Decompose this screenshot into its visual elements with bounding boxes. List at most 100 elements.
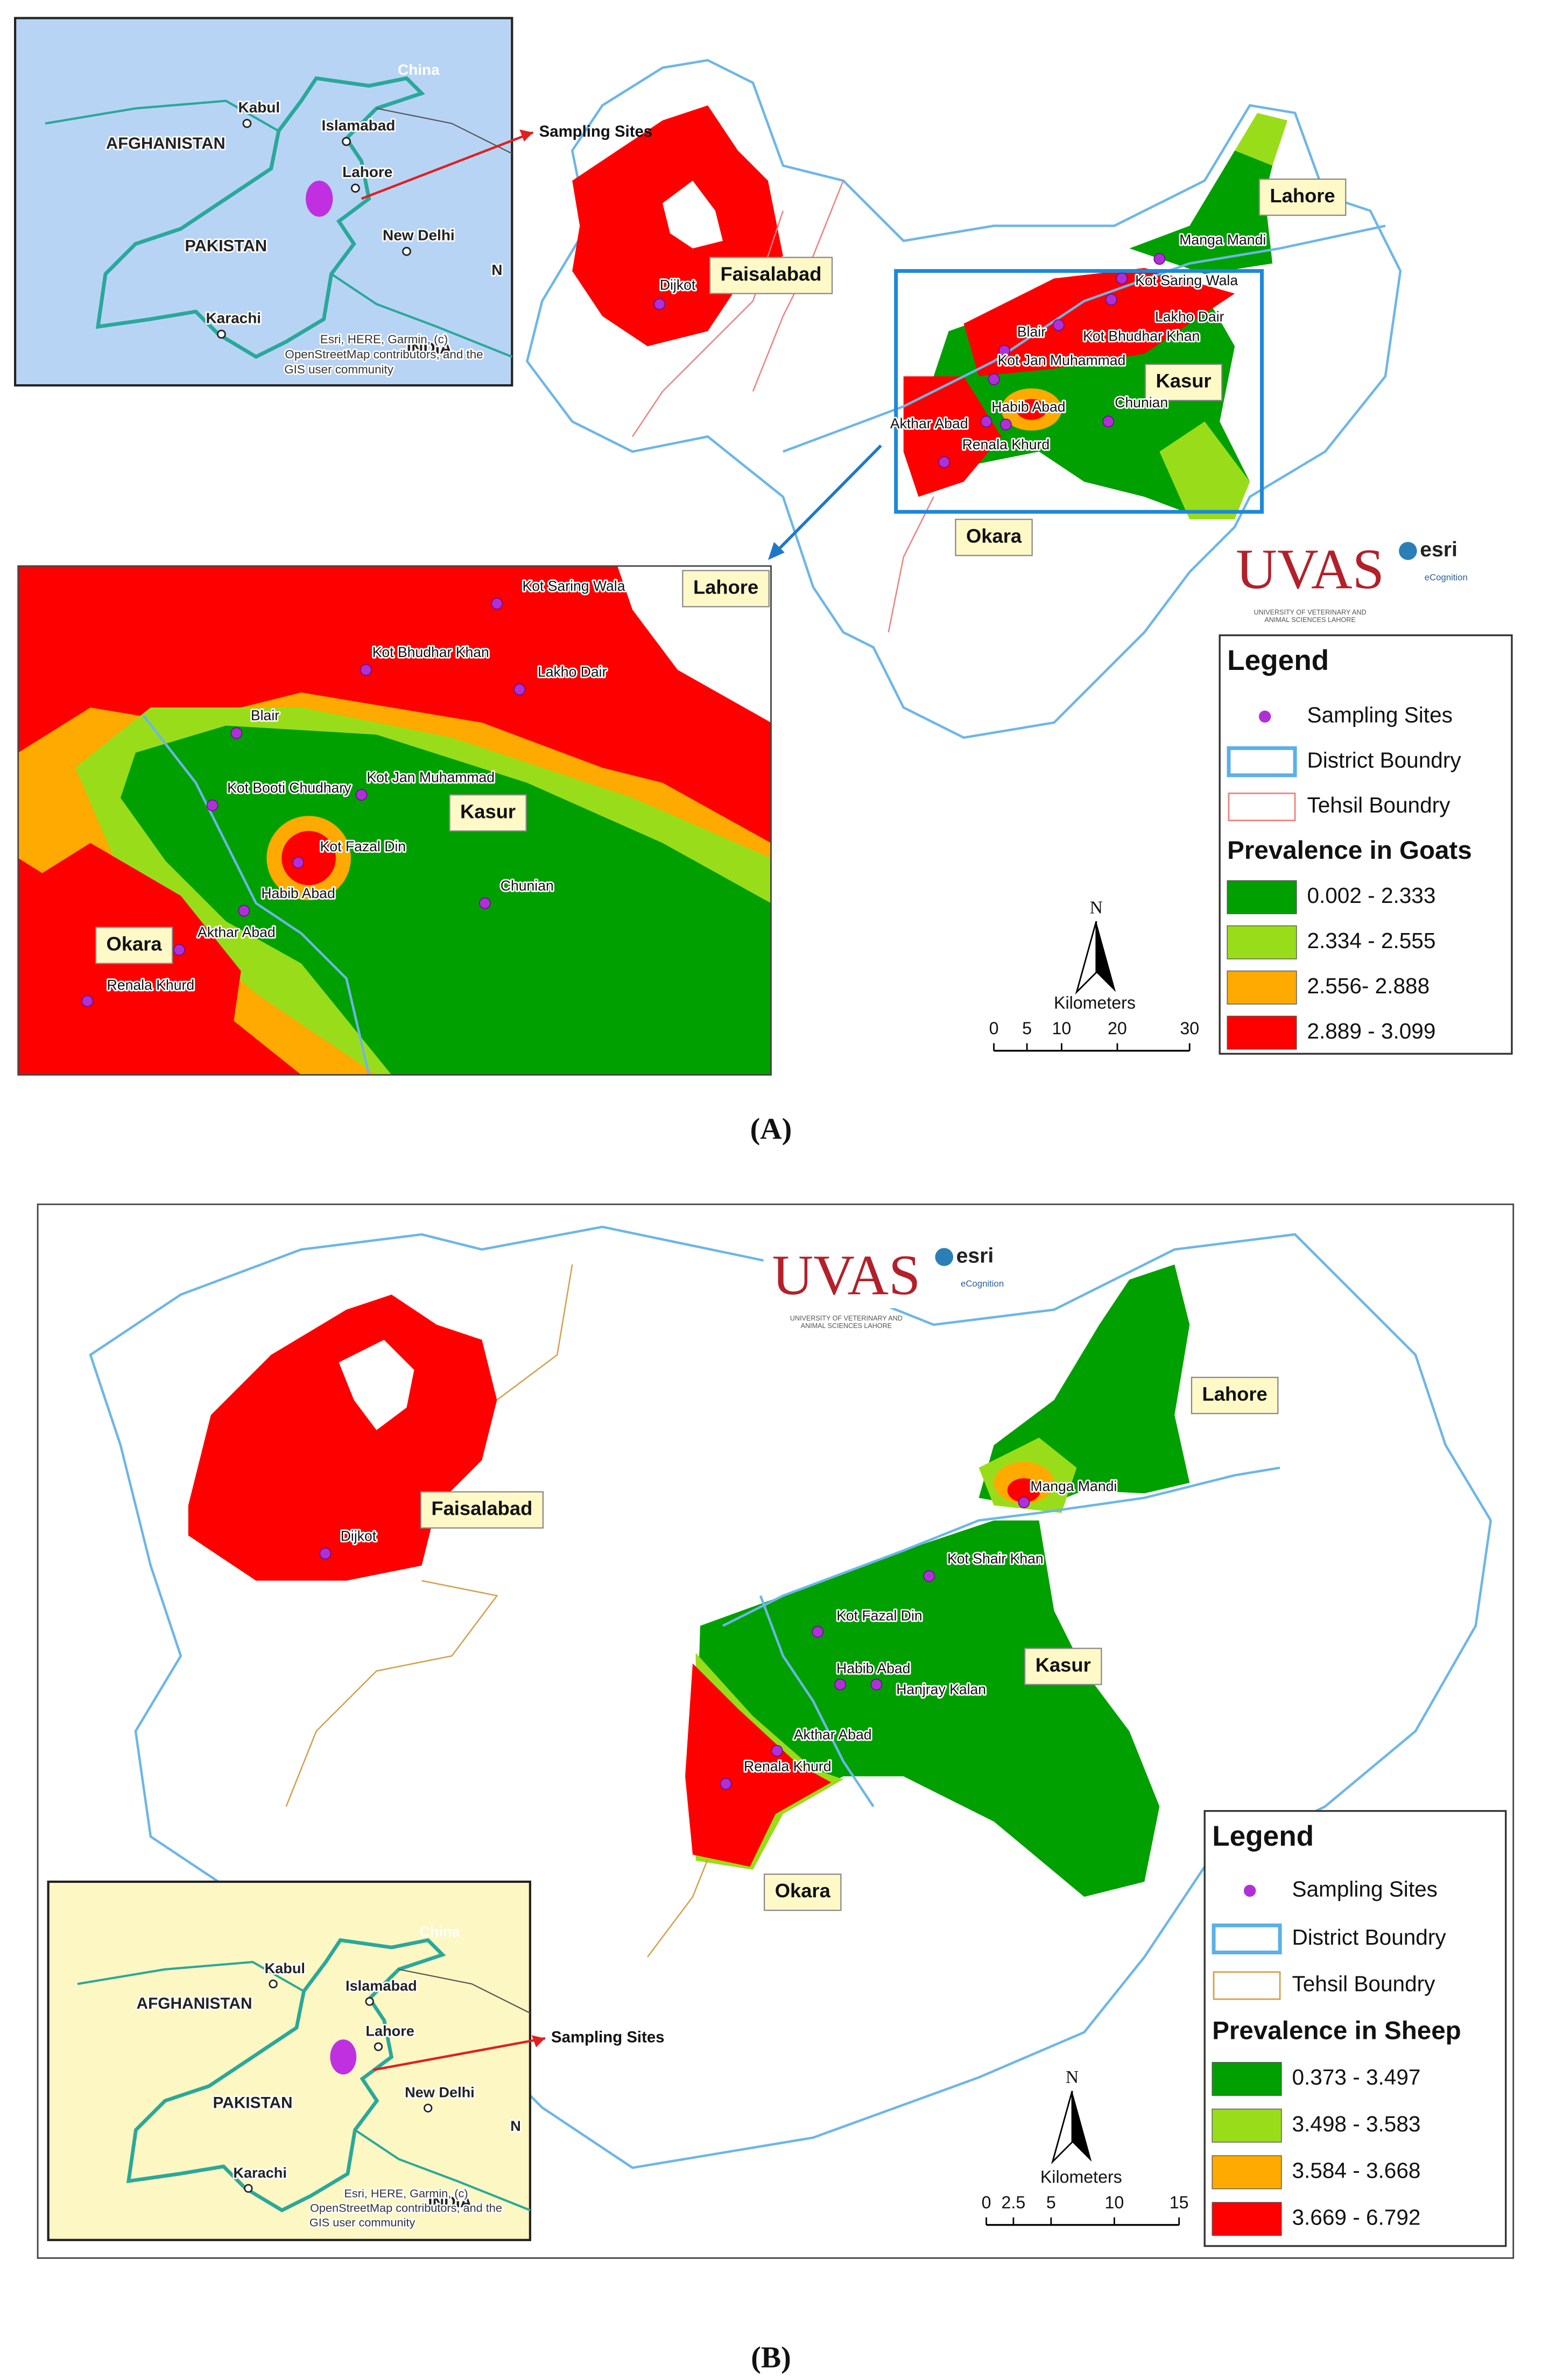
scale-tick-label: 5: [1022, 1019, 1032, 1038]
site-label: Kot Shair Khan: [947, 1550, 1044, 1566]
north-label: N: [1090, 898, 1103, 917]
attribution: Esri, HERE, Garmin, (c): [320, 333, 448, 346]
sampling-site: [923, 1570, 935, 1582]
prevalence-area: [963, 267, 1235, 377]
district-label-box: [709, 257, 833, 294]
city-dot: [350, 183, 360, 193]
sampling-area: [306, 180, 333, 217]
district-label: Okara: [107, 933, 163, 955]
legend-symbol: [1213, 1971, 1281, 2000]
logo-box: [1227, 545, 1393, 603]
legend-item: Sampling Sites: [1292, 1876, 1437, 1901]
legend-swatch: [1227, 970, 1297, 1005]
district-label: Okara: [966, 525, 1022, 547]
sampling-site: [1102, 415, 1115, 428]
sampling-site: [1000, 419, 1012, 430]
district-label-box: [95, 927, 173, 964]
site-label: Kot Saring Wala: [523, 578, 625, 594]
prevalence-area: [903, 376, 1002, 497]
sampling-site: [491, 597, 503, 610]
site-label: Kot Bhudhar Khan: [372, 644, 489, 660]
legend-item: Tehsil Boundry: [1292, 1972, 1435, 1996]
city-dot: [342, 137, 351, 146]
district-boundary: [525, 59, 1402, 739]
site-label: Renala Khurd: [962, 436, 1050, 453]
arrow-head: [768, 542, 785, 560]
city-dot: [365, 1997, 374, 2006]
inset-label: New Delhi: [383, 227, 455, 244]
legend-item: Tehsil Boundry: [1307, 793, 1451, 817]
zoom-arrow: [773, 444, 882, 555]
site-label: Chunian: [501, 878, 554, 894]
country-outline: [126, 1938, 446, 2213]
sampling-site: [1116, 272, 1128, 285]
legend-swatch: [1227, 880, 1297, 914]
sampling-area: [330, 2039, 357, 2075]
city-dot: [216, 329, 226, 339]
border: [376, 108, 512, 154]
border: [398, 1968, 531, 2014]
scale-tick-label: 0: [989, 1019, 999, 1038]
zoom-frame: [894, 269, 1264, 514]
site-label: Renala Khurd: [744, 1758, 831, 1774]
district-label-box: [1024, 1648, 1102, 1685]
pointer-label: Sampling Sites: [551, 2029, 664, 2046]
site-label: Kot Fazal Din: [320, 838, 406, 854]
north-label: N: [1066, 2067, 1079, 2087]
city-dot: [242, 119, 252, 128]
prevalence-area: [1007, 1478, 1041, 1503]
north-arrow: [1072, 2091, 1092, 2162]
site-label: Blair: [1017, 323, 1046, 340]
inset-label: N: [491, 262, 502, 278]
sampling-site: [513, 683, 526, 696]
site-label: Kot Fazal Din: [836, 1608, 922, 1624]
district-label-box: [1144, 363, 1223, 401]
scale-tick-label: 10: [1052, 1019, 1072, 1038]
attribution: GIS user community: [309, 2216, 416, 2229]
legend-item: District Boundry: [1307, 747, 1461, 772]
logo-globe: [1399, 542, 1417, 560]
prevalence-area: [1235, 112, 1288, 166]
city-dot: [402, 246, 411, 256]
inset-label: N: [510, 2117, 521, 2134]
legend-class: 2.889 - 3.099: [1307, 1019, 1435, 1043]
district-label: Faisalabad: [431, 1498, 532, 1520]
panel-a: Faisalabad Lahore Kasur Okara Dijkot Manga Ma…: [14, 17, 1513, 1146]
inset-label: PAKISTAN: [213, 2094, 293, 2111]
attribution: GIS user community: [284, 363, 393, 376]
logo-partner: eCognition: [961, 1279, 1004, 1289]
scale-tick-label: 10: [1104, 2193, 1124, 2212]
site-label: Lakho Dair: [1155, 308, 1224, 324]
site-label: Habib Abad: [991, 399, 1065, 415]
scale-tick-label: 20: [1108, 1019, 1127, 1038]
river: [783, 224, 1386, 453]
site-label: Kot Jan Muhammad: [998, 352, 1126, 368]
legend-swatch: [1212, 2155, 1282, 2190]
sampling-site: [720, 1778, 732, 1790]
district-label-box: [1191, 1376, 1279, 1415]
arrow-head: [531, 2035, 545, 2047]
scale-unit: Kilometers: [1054, 993, 1136, 1012]
legend-swatch: [1212, 2062, 1282, 2096]
inset-label: New Delhi: [405, 2084, 475, 2101]
site-label: Dijkot: [341, 1528, 377, 1544]
prevalence-area: [281, 831, 336, 885]
sampling-site: [834, 1678, 847, 1691]
legend-class: 3.584 - 3.668: [1292, 2158, 1420, 2183]
legend-symbol: [1212, 1923, 1282, 1954]
scale-tick-label: 15: [1170, 2193, 1189, 2212]
attribution: OpenStreetMap contributors, and the: [285, 348, 483, 361]
district-label-box: [449, 794, 527, 832]
site-label: Kot Bhudhar Khan: [1083, 328, 1200, 344]
legend-class: 3.498 - 3.583: [1292, 2111, 1420, 2136]
zoom-border: [17, 565, 772, 1076]
district-label: Kasur: [460, 800, 516, 822]
district-label-box: [420, 1491, 544, 1529]
country-outline: [95, 76, 425, 359]
inset-label: INDIA: [428, 2193, 471, 2211]
district-label: Kasur: [1156, 370, 1212, 392]
legend-subtitle: Prevalence in Goats: [1227, 836, 1472, 865]
inset-label: Lahore: [342, 164, 392, 180]
district-label-box: [682, 570, 770, 608]
